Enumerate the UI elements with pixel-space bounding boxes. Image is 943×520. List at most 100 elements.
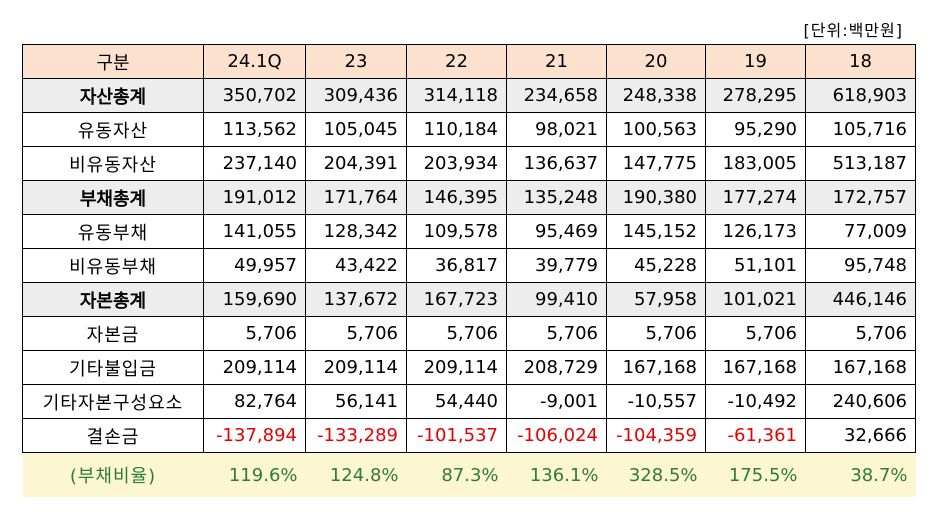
table-cell: 183,005 xyxy=(705,146,806,181)
table-row: 비유동자산 237,140 204,391 203,934 136,637 147,775… xyxy=(22,146,916,181)
table-row: 비유동부채 49,957 43,422 36,817 39,779 45,228 51,10… xyxy=(22,248,916,283)
table-cell: 147,775 xyxy=(606,146,706,181)
table-cell: 618,903 xyxy=(805,78,916,113)
table-cell: 191,012 xyxy=(203,180,306,215)
table-row: 결손금 -137,894 -133,289 -101,537 -106,024 -104,… xyxy=(22,418,916,453)
table-cell: 240,606 xyxy=(805,384,916,419)
table-cell: 146,395 xyxy=(406,180,507,215)
row-label: 비유동자산 xyxy=(22,146,204,181)
table-cell: 99,410 xyxy=(506,282,607,317)
table-cell: 204,391 xyxy=(305,146,407,181)
column-header: 구분 xyxy=(22,44,204,79)
table-cell: 95,469 xyxy=(506,214,607,249)
table-cell: 5,706 xyxy=(606,316,706,351)
table-cell: -137,894 xyxy=(203,418,306,453)
table-cell: 309,436 xyxy=(305,78,407,113)
table-row: 기타불입금 209,114 209,114 209,114 208,729 167,168… xyxy=(22,350,916,385)
table-cell: -133,289 xyxy=(305,418,407,453)
column-header: 24.1Q xyxy=(203,44,306,79)
table-cell: 105,716 xyxy=(805,112,916,147)
table-cell: 141,055 xyxy=(203,214,306,249)
table-cell: 190,380 xyxy=(606,180,706,215)
table-cell: 209,114 xyxy=(305,350,407,385)
column-header: 20 xyxy=(606,44,706,79)
table-cell: 314,118 xyxy=(406,78,507,113)
table-cell: 109,578 xyxy=(406,214,507,249)
ratio-cell: 124.8% xyxy=(305,452,407,497)
table-cell: 209,114 xyxy=(203,350,306,385)
table-cell: 167,168 xyxy=(606,350,706,385)
table-cell: 145,152 xyxy=(606,214,706,249)
ratio-cell: 175.5% xyxy=(705,452,806,497)
table-cell: 209,114 xyxy=(406,350,507,385)
table-cell: 135,248 xyxy=(506,180,607,215)
table-cell: 36,817 xyxy=(406,248,507,283)
ratio-cell: 119.6% xyxy=(203,452,306,497)
table-cell: 159,690 xyxy=(203,282,306,317)
table-cell: 167,168 xyxy=(805,350,916,385)
table-cell: 110,184 xyxy=(406,112,507,147)
table-cell: 54,440 xyxy=(406,384,507,419)
table-cell: 105,045 xyxy=(305,112,407,147)
table-cell: 39,779 xyxy=(506,248,607,283)
table-cell: -104,359 xyxy=(606,418,706,453)
table-cell: 5,706 xyxy=(305,316,407,351)
table-cell: -9,001 xyxy=(506,384,607,419)
table-cell: -106,024 xyxy=(506,418,607,453)
table-cell: 248,338 xyxy=(606,78,706,113)
row-label: 부채총계 xyxy=(22,180,204,215)
table-row: 자본금 5,706 5,706 5,706 5,706 5,706 5,706 5,706 xyxy=(22,316,916,351)
table-cell: 446,146 xyxy=(805,282,916,317)
table-cell: 5,706 xyxy=(705,316,806,351)
row-label: 비유동부채 xyxy=(22,248,204,283)
table-cell: 32,666 xyxy=(805,418,916,453)
table-cell: 208,729 xyxy=(506,350,607,385)
table-cell: -10,557 xyxy=(606,384,706,419)
table-cell: 237,140 xyxy=(203,146,306,181)
table-cell: 5,706 xyxy=(805,316,916,351)
table-cell: 101,021 xyxy=(705,282,806,317)
row-label: 자산총계 xyxy=(22,78,204,113)
table-cell: 513,187 xyxy=(805,146,916,181)
debt-ratio-row: (부채비율) 119.6% 124.8% 87.3% 136.1% 328.5% 175.5… xyxy=(22,452,916,497)
table-row: 유동부채 141,055 128,342 109,578 95,469 145,152 12… xyxy=(22,214,916,249)
unit-label: [단위:백만원] xyxy=(803,21,903,40)
table-cell: 177,274 xyxy=(705,180,806,215)
table-cell: 5,706 xyxy=(203,316,306,351)
ratio-cell: 328.5% xyxy=(606,452,706,497)
table-cell: 203,934 xyxy=(406,146,507,181)
column-header: 19 xyxy=(705,44,806,79)
table-cell: 56,141 xyxy=(305,384,407,419)
table-cell: 167,723 xyxy=(406,282,507,317)
row-label: 기타불입금 xyxy=(22,350,204,385)
ratio-cell: 136.1% xyxy=(506,452,607,497)
table-cell: 5,706 xyxy=(406,316,507,351)
table-cell: 45,228 xyxy=(606,248,706,283)
table-row-total: 자본총계 159,690 137,672 167,723 99,410 57,958 101… xyxy=(22,282,916,317)
table-cell: -101,537 xyxy=(406,418,507,453)
row-label: (부채비율) xyxy=(22,452,204,497)
table-cell: 128,342 xyxy=(305,214,407,249)
table-row: 유동자산 113,562 105,045 110,184 98,021 100,563 95… xyxy=(22,112,916,147)
table-cell: 278,295 xyxy=(705,78,806,113)
financial-table: 구분 24.1Q 23 22 21 20 19 18 자산총계 350,702 30… xyxy=(22,44,916,497)
column-header: 18 xyxy=(805,44,916,79)
table-cell: 100,563 xyxy=(606,112,706,147)
table-cell: 95,748 xyxy=(805,248,916,283)
row-label: 유동부채 xyxy=(22,214,204,249)
table-row-total: 자산총계 350,702 309,436 314,118 234,658 248,338 2… xyxy=(22,78,916,113)
column-header: 21 xyxy=(506,44,607,79)
column-header: 23 xyxy=(305,44,407,79)
table-cell: 98,021 xyxy=(506,112,607,147)
table-cell: 234,658 xyxy=(506,78,607,113)
column-header: 22 xyxy=(406,44,507,79)
table-cell: -10,492 xyxy=(705,384,806,419)
table-cell: 172,757 xyxy=(805,180,916,215)
table-cell: 137,672 xyxy=(305,282,407,317)
table-row-total: 부채총계 191,012 171,764 146,395 135,248 190,380 1… xyxy=(22,180,916,215)
row-label: 결손금 xyxy=(22,418,204,453)
table-cell: 57,958 xyxy=(606,282,706,317)
table-cell: 350,702 xyxy=(203,78,306,113)
table-row: 기타자본구성요소 82,764 56,141 54,440 -9,001 -10,557-… xyxy=(22,384,916,419)
table-cell: 113,562 xyxy=(203,112,306,147)
